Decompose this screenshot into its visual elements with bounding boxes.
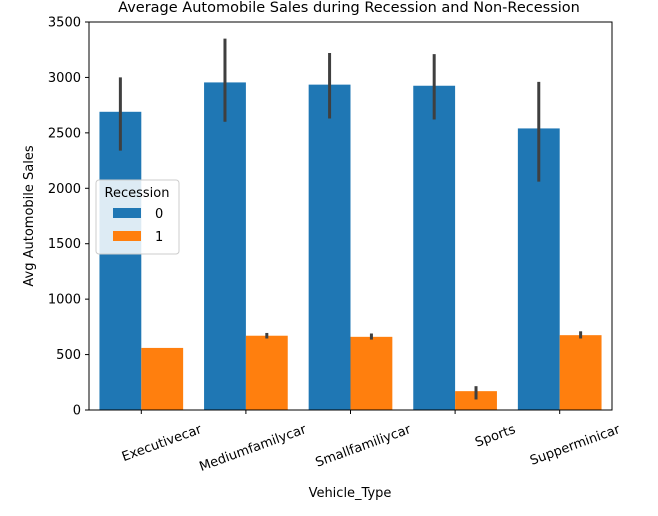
y-tick-label: 0 [73, 404, 81, 419]
y-tick-label: 1500 [48, 237, 81, 252]
y-tick-label: 3500 [48, 16, 81, 31]
legend-label-0: 0 [155, 207, 163, 222]
bar-series-1-mediumfamilycar [245, 335, 288, 410]
x-tick-label: Mediumfamilycar [197, 422, 309, 475]
y-tick-label: 500 [56, 348, 81, 363]
plot-frame [88, 21, 613, 411]
x-tick-label: Sports [473, 422, 518, 450]
x-tick-label: Smallfamiliycar [314, 422, 414, 471]
legend: Recession 0 1 [95, 179, 180, 255]
bar-series-1-supperminicar [559, 335, 602, 410]
y-axis: 0 500 1000 1500 2000 2500 3000 3500 [48, 16, 89, 419]
y-tick-label: 1000 [48, 293, 81, 308]
bar-series-1-smallfamiliycar [350, 336, 393, 410]
error-bars-layer [118, 38, 583, 400]
y-axis-label: Avg Automobile Sales [22, 145, 37, 286]
bar-series-0-sports [413, 85, 456, 410]
chart-title: Average Automobile Sales during Recessio… [118, 0, 580, 16]
bar-series-0-mediumfamilycar [204, 82, 246, 410]
y-tick-label: 2500 [48, 126, 81, 141]
legend-swatch-1 [113, 231, 141, 241]
y-tick-label: 3000 [48, 71, 81, 86]
legend-title: Recession [105, 186, 170, 201]
bars-layer [99, 82, 602, 411]
x-axis-label: Vehicle_Type [309, 486, 392, 501]
x-tick-label: Supperminicar [528, 422, 623, 469]
bar-series-0-executivecar [99, 111, 142, 411]
y-tick-label: 2000 [48, 182, 81, 197]
legend-label-1: 1 [155, 230, 163, 245]
bar-series-1-sports [455, 391, 497, 410]
x-tick-label: Executivecar [120, 422, 204, 465]
bar-series-1-executivecar [141, 347, 184, 410]
bar-series-0-smallfamiliycar [308, 84, 351, 411]
legend-swatch-0 [113, 208, 141, 218]
